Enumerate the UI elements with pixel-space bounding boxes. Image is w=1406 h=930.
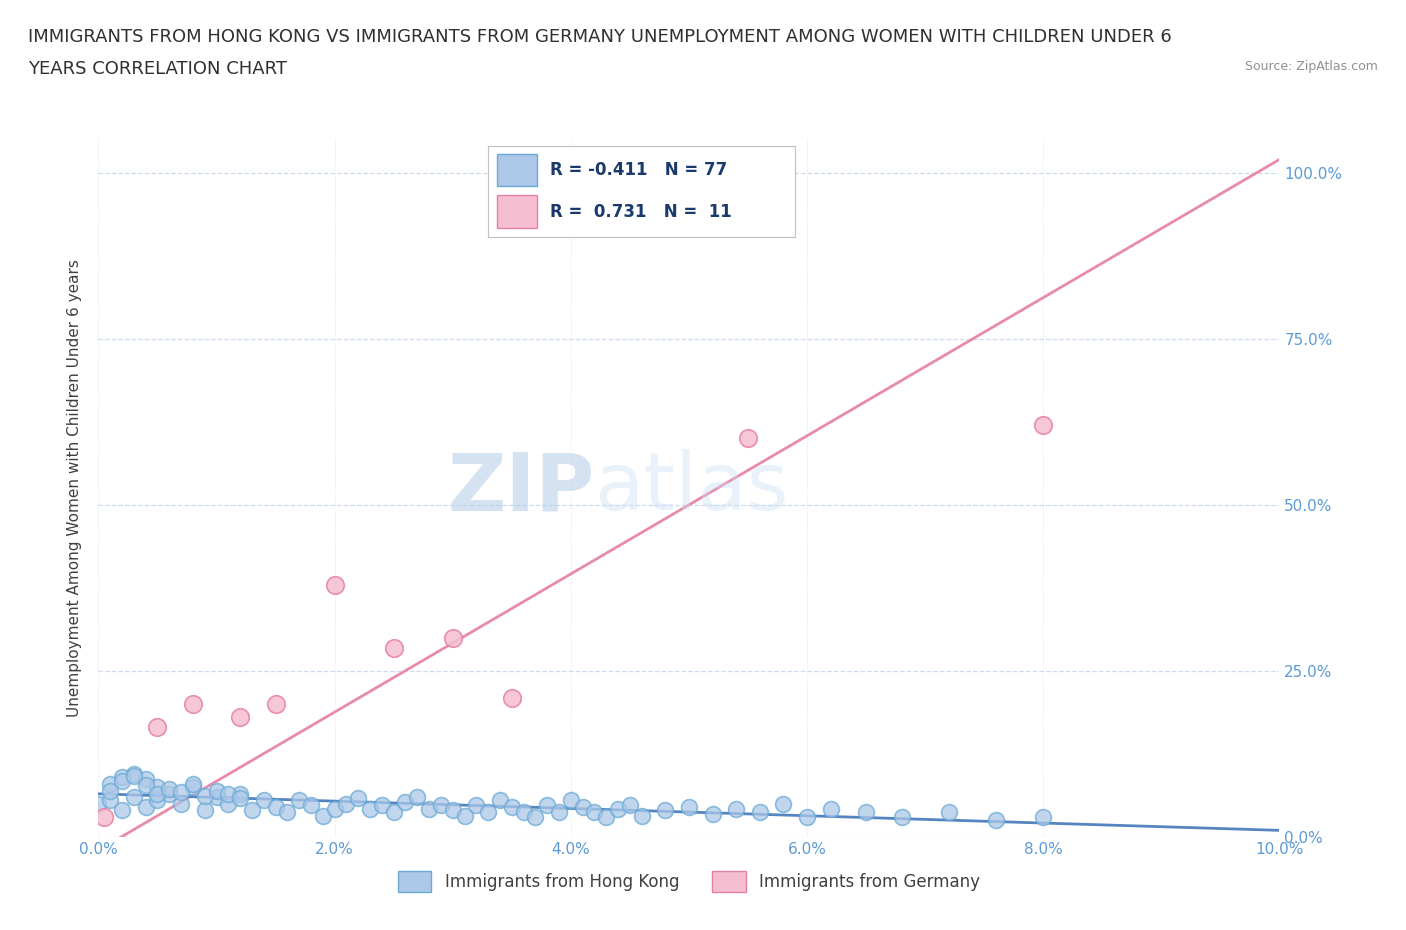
Point <box>288 793 311 808</box>
Point <box>501 690 523 705</box>
Point <box>501 800 523 815</box>
Y-axis label: Unemployment Among Women with Children Under 6 years: Unemployment Among Women with Children U… <box>67 259 83 717</box>
Point <box>122 768 145 783</box>
Point <box>855 804 877 819</box>
Point <box>441 803 464 817</box>
Point <box>181 777 204 791</box>
Point <box>382 640 405 655</box>
Point <box>98 783 121 798</box>
Point <box>157 787 180 802</box>
Point <box>1032 810 1054 825</box>
Point <box>122 766 145 781</box>
Point <box>371 798 394 813</box>
Point <box>394 795 416 810</box>
Point <box>205 790 228 804</box>
Point <box>135 800 157 815</box>
Point <box>205 783 228 798</box>
Point <box>678 800 700 815</box>
Point <box>240 803 263 817</box>
Text: IMMIGRANTS FROM HONG KONG VS IMMIGRANTS FROM GERMANY UNEMPLOYMENT AMONG WOMEN WI: IMMIGRANTS FROM HONG KONG VS IMMIGRANTS … <box>28 28 1171 46</box>
Point <box>489 793 512 808</box>
Point <box>347 791 370 806</box>
Point <box>217 787 239 802</box>
Point <box>595 810 617 825</box>
Point <box>406 790 429 804</box>
Point <box>135 777 157 792</box>
Point <box>98 777 121 791</box>
Point <box>583 804 606 819</box>
Point <box>181 697 204 711</box>
Point <box>737 431 759 445</box>
Point <box>619 798 641 813</box>
Point <box>146 787 169 802</box>
Point <box>146 793 169 808</box>
Point <box>524 810 547 825</box>
Point <box>560 793 582 808</box>
Point <box>772 796 794 811</box>
Point <box>430 798 453 813</box>
Text: atlas: atlas <box>595 449 789 527</box>
Text: Source: ZipAtlas.com: Source: ZipAtlas.com <box>1244 60 1378 73</box>
Point <box>264 800 287 815</box>
Point <box>890 810 912 825</box>
Point <box>194 803 217 817</box>
Point <box>359 802 381 817</box>
Point <box>264 697 287 711</box>
Point <box>194 789 217 804</box>
Point <box>748 804 770 819</box>
Point <box>122 790 145 804</box>
Point <box>181 779 204 794</box>
Point <box>441 631 464 645</box>
Point <box>984 813 1007 828</box>
Point <box>253 793 276 808</box>
Point <box>702 806 724 821</box>
Point <box>938 804 960 819</box>
Text: YEARS CORRELATION CHART: YEARS CORRELATION CHART <box>28 60 287 78</box>
Point <box>312 808 335 823</box>
Point <box>146 779 169 794</box>
Point <box>382 804 405 819</box>
Point <box>217 796 239 811</box>
Point <box>630 808 652 823</box>
Point <box>135 771 157 786</box>
Point <box>229 710 252 724</box>
Point <box>229 787 252 802</box>
Point <box>820 802 842 817</box>
Legend: Immigrants from Hong Kong, Immigrants from Germany: Immigrants from Hong Kong, Immigrants fr… <box>391 865 987 898</box>
Point <box>93 810 115 825</box>
Point <box>335 796 357 811</box>
Point <box>512 804 534 819</box>
Point <box>536 798 558 813</box>
Point <box>571 800 593 815</box>
Point <box>453 808 475 823</box>
Point <box>323 802 346 817</box>
Text: ZIP: ZIP <box>447 449 595 527</box>
Point <box>157 782 180 797</box>
Point <box>111 770 134 785</box>
Point <box>98 793 121 808</box>
Point <box>111 803 134 817</box>
Point <box>276 804 298 819</box>
Point <box>418 802 440 817</box>
Point <box>1032 418 1054 432</box>
Point <box>465 798 488 813</box>
Point <box>654 803 676 817</box>
Point <box>607 802 630 817</box>
Point <box>170 796 193 811</box>
Point <box>111 773 134 788</box>
Point <box>170 784 193 799</box>
Point <box>146 720 169 735</box>
Point <box>229 791 252 806</box>
Point <box>477 804 499 819</box>
Point <box>323 578 346 592</box>
Point <box>87 796 110 811</box>
Point <box>796 810 818 825</box>
Point <box>299 798 322 813</box>
Point <box>548 804 571 819</box>
Point <box>725 802 748 817</box>
